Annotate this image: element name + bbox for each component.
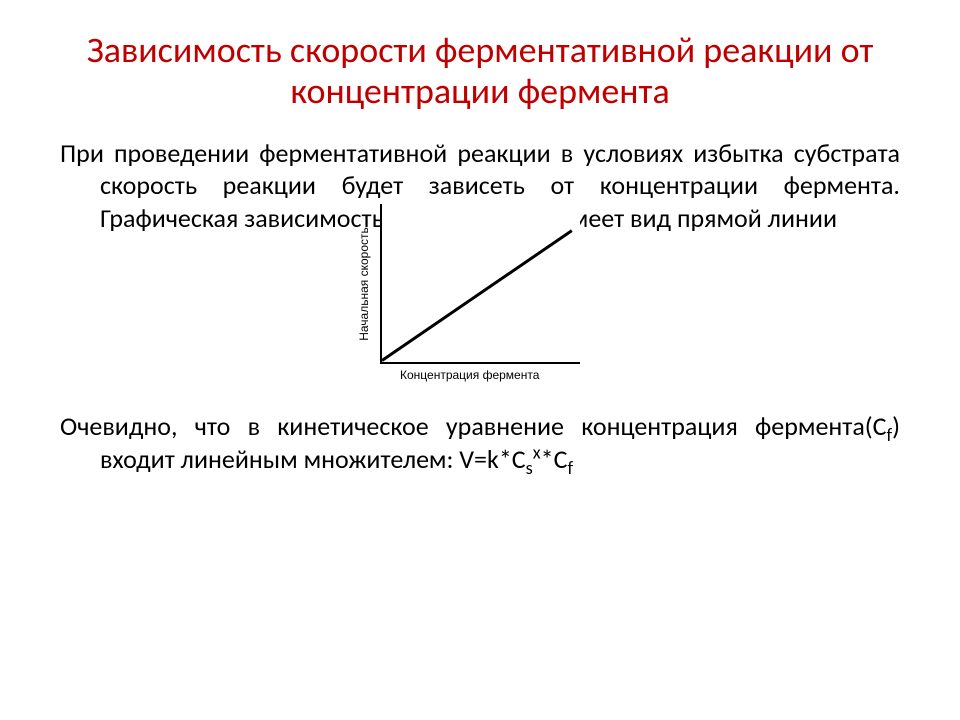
subscript-cf2: f <box>567 457 573 479</box>
x-axis-label: Концентрация фермента <box>400 368 539 382</box>
subscript-cs: s <box>526 457 533 479</box>
data-line <box>381 230 573 362</box>
slide-title: Зависимость скорости ферментативной реак… <box>60 30 900 113</box>
chart: Начальная скорость Концентрация фермента <box>380 204 580 364</box>
y-axis-label: Начальная скорость <box>357 228 371 342</box>
paragraph-2: Очевидно, что в кинетическое уравнение к… <box>60 410 900 475</box>
chart-container: Начальная скорость Концентрация фермента <box>60 234 900 364</box>
slide: Зависимость скорости ферментативной реак… <box>0 0 960 720</box>
subscript-cf1: f <box>887 424 893 446</box>
superscript-x: x <box>533 441 541 463</box>
plot-area <box>380 204 580 364</box>
